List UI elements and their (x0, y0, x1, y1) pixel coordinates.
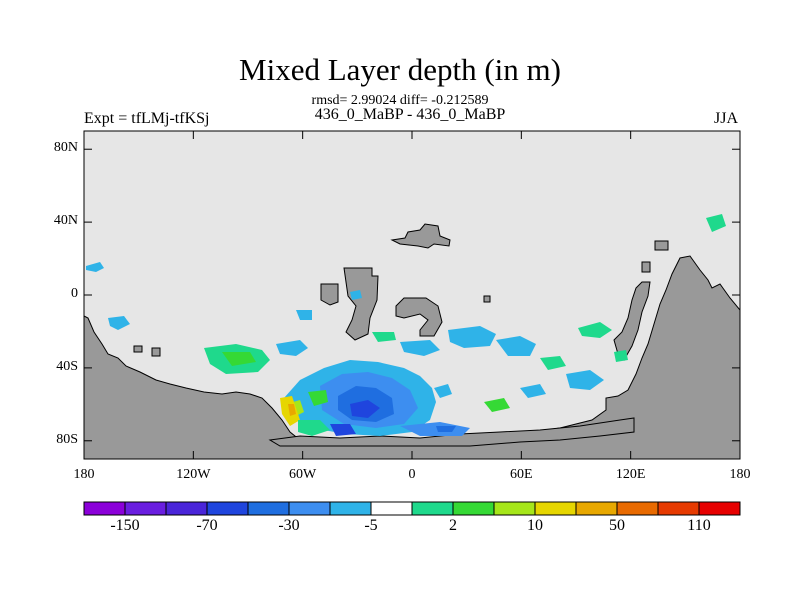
lat-label: 80S (56, 431, 78, 447)
land-north-america (390, 223, 451, 249)
lat-label: 40N (53, 213, 78, 229)
plot-title: Mixed Layer depth (in m) (239, 52, 561, 87)
anomaly-patch (108, 316, 130, 330)
colorbar-label: -150 (110, 517, 140, 534)
land-central-block (343, 267, 379, 341)
lon-label: 180 (73, 467, 95, 482)
anomaly-patch (706, 214, 726, 232)
colorbar-box (370, 501, 413, 516)
colorbar-box (288, 501, 331, 516)
colorbar-box (83, 501, 126, 516)
anomaly-patch (350, 400, 380, 418)
season-label: JJA (714, 110, 739, 127)
anomaly-patch (614, 350, 628, 362)
anomaly-patch (350, 290, 362, 300)
land-island-a (320, 283, 339, 306)
anomaly-patch (86, 262, 104, 272)
anomaly-patch (520, 384, 546, 398)
lon-label: 0 (408, 467, 416, 482)
lon-label: 60W (289, 467, 317, 482)
anomaly-patch (400, 422, 470, 436)
colorbar-box (411, 501, 454, 516)
anomaly-patch (222, 352, 256, 366)
lat-label: 0 (71, 286, 78, 301)
colorbar-label: 110 (687, 517, 711, 534)
anomaly-patch (288, 404, 296, 416)
land-island-b (654, 240, 669, 251)
colorbar-box (452, 501, 495, 516)
colorbar-box (124, 501, 167, 516)
colorbar-label: 10 (527, 517, 543, 534)
cases-label: 436_0_MaBP - 436_0_MaBP (314, 106, 506, 123)
anomaly-patch (434, 384, 452, 398)
anomaly-patch (296, 310, 312, 320)
land-small-bit-a (151, 347, 161, 357)
lon-label: 60E (510, 467, 533, 482)
colorbar-box (165, 501, 208, 516)
anomaly-patch (308, 390, 328, 406)
anomaly-patch (496, 336, 536, 356)
anomaly-patch (566, 370, 604, 390)
colorbar-label: 2 (449, 517, 457, 534)
colorbar-label: -30 (278, 517, 300, 534)
lon-label: 120W (176, 467, 211, 482)
anomaly-layer (86, 214, 726, 436)
anomaly-patch (372, 332, 396, 342)
colorbar-box (698, 501, 741, 516)
colorbar-label: -5 (364, 517, 378, 534)
colorbar-box (657, 501, 700, 516)
anomaly-patch (400, 340, 440, 356)
colorbar-box (493, 501, 536, 516)
colorbar-box (616, 501, 659, 516)
anomaly-patch (448, 326, 496, 348)
land-central-east (395, 297, 443, 337)
anomaly-patch (436, 426, 456, 432)
colorbar-label: 50 (609, 517, 625, 534)
land-layer (83, 223, 741, 460)
anomaly-patch (540, 356, 566, 370)
anomaly-patch (298, 420, 330, 436)
anomaly-patch (484, 398, 510, 412)
land-island-c (641, 261, 651, 273)
land-antarctic-shelf (268, 417, 635, 447)
colorbar-box (329, 501, 372, 516)
lat-label: 80N (53, 140, 78, 156)
anomaly-patch (578, 322, 612, 338)
lat-label: 40S (56, 358, 78, 374)
colorbar-box (575, 501, 618, 516)
colorbar-box (247, 501, 290, 516)
anomaly-patch (276, 340, 308, 356)
colorbar-box (206, 501, 249, 516)
land-small-bit-c (483, 295, 491, 303)
colorbar (83, 501, 741, 516)
land-small-bit-b (133, 345, 143, 353)
axis-ticks (83, 131, 741, 459)
experiment-label: Expt = tfLMj-tfKSj (84, 110, 210, 127)
lon-label: 120E (615, 467, 646, 482)
lon-label: 180 (729, 467, 751, 482)
stats-line: rmsd= 2.99024 diff= -0.212589 (311, 93, 489, 108)
colorbar-label: -70 (196, 517, 218, 534)
colorbar-box (534, 501, 577, 516)
anomaly-patch (330, 424, 356, 436)
